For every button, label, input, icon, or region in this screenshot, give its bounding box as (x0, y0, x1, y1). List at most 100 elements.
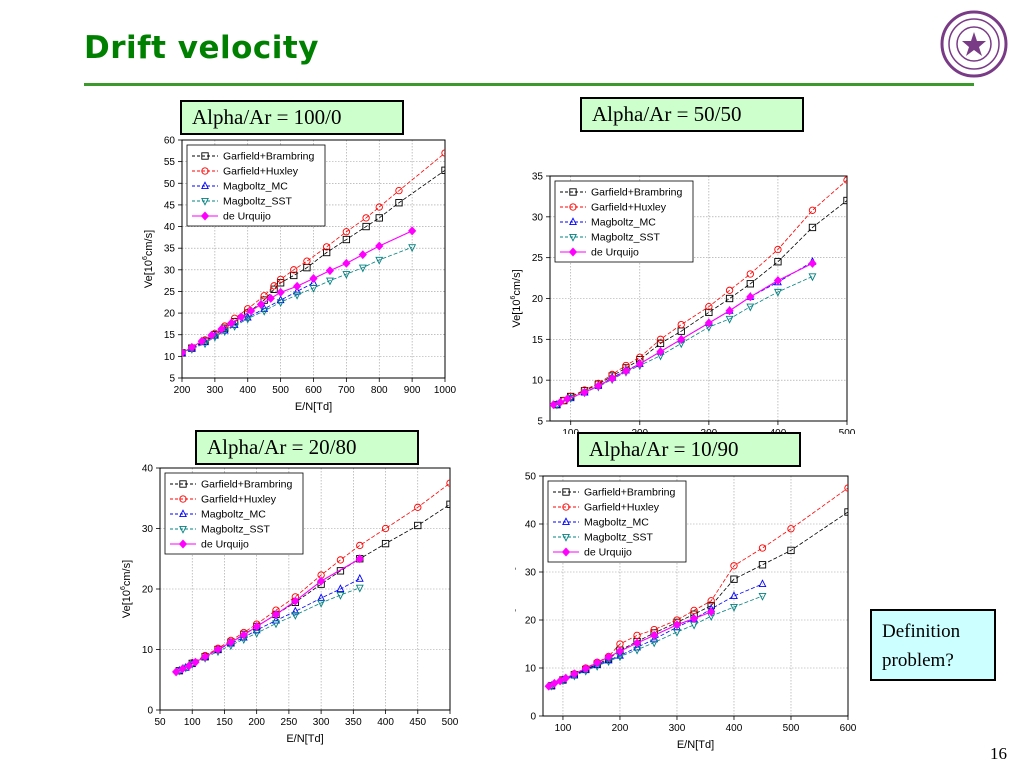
y-tick-label: 20 (525, 616, 537, 627)
data-point (178, 664, 187, 674)
legend-label: de Urquijo (584, 547, 632, 559)
data-point (276, 275, 285, 283)
data-point (317, 576, 326, 586)
y-axis-title-unit: cm/s] (143, 230, 155, 256)
data-point (616, 650, 624, 659)
data-point (322, 243, 331, 251)
plot-frame (159, 467, 451, 711)
y-tick-label: 10 (142, 645, 154, 656)
legend-marker (569, 217, 577, 226)
chart-alpha-ar-50-50: 1002003004005005101520253035E/N[Td]Ve[10… (510, 172, 856, 435)
x-tick-label: 500 (442, 717, 459, 728)
data-point (197, 336, 206, 346)
legend-marker (569, 233, 577, 242)
x-tick-label: 400 (377, 717, 394, 728)
data-point (395, 186, 403, 195)
plot-frame (542, 475, 849, 717)
x-tick-label: 400 (726, 723, 743, 734)
legend-marker (178, 539, 188, 549)
y-tick-label: 45 (164, 200, 176, 211)
y-tick-label: 10 (525, 664, 537, 675)
y-tick-label: 35 (532, 172, 544, 183)
data-point (272, 620, 280, 629)
legend-label: de Urquijo (223, 211, 271, 223)
series-group (172, 479, 450, 677)
data-point (414, 503, 422, 511)
data-point (725, 306, 734, 316)
data-point (291, 606, 300, 615)
data-point (172, 667, 181, 677)
data-point (677, 334, 686, 344)
data-point (182, 348, 187, 358)
data-point (226, 637, 235, 647)
data-point (758, 592, 767, 601)
x-tick-label: 500 (783, 723, 800, 734)
legend-marker (201, 152, 209, 160)
chart-label-100-0: Alpha/Ar = 100/0 (180, 100, 404, 135)
data-point (604, 652, 613, 662)
legend-label: Magboltz_SST (223, 196, 292, 208)
data-point (276, 299, 285, 308)
data-point (293, 286, 301, 295)
data-point (689, 614, 699, 624)
data-point (570, 669, 579, 679)
legend-marker (201, 197, 209, 206)
data-point (246, 306, 256, 316)
data-point (758, 561, 767, 569)
plot-frame (181, 139, 446, 379)
note-line-2: problem? (882, 650, 954, 671)
series-line-1 (556, 179, 847, 406)
data-point (342, 271, 351, 279)
data-point (650, 630, 659, 640)
y-tick-label: 25 (532, 253, 544, 264)
data-point (252, 622, 261, 631)
y-tick-label: 40 (164, 222, 176, 233)
x-tick-label: 150 (216, 717, 233, 728)
data-point (808, 206, 817, 214)
data-point (550, 678, 559, 688)
x-tick-label: 900 (404, 385, 421, 396)
legend-marker (561, 547, 571, 557)
data-point (303, 257, 311, 265)
data-point (580, 387, 589, 397)
data-point (325, 266, 335, 276)
x-tick-label: 50 (154, 717, 166, 728)
data-point (673, 628, 681, 637)
y-axis-title: Ve[106cm/s] (510, 269, 523, 327)
legend-label: Garfield+Huxley (584, 502, 660, 514)
legend-label: Garfield+Brambring (201, 479, 292, 491)
legend-marker (568, 247, 578, 257)
data-point (808, 223, 817, 232)
legend-marker (562, 517, 570, 526)
y-tick-label: 30 (164, 265, 176, 276)
legend-label: Magboltz_SST (201, 524, 270, 536)
x-tick-label: 200 (174, 385, 191, 396)
data-point (563, 394, 572, 404)
data-point (184, 661, 194, 671)
legend-marker (569, 203, 577, 211)
data-point (260, 307, 269, 316)
y-tick-label: 15 (532, 335, 544, 346)
legend-label: de Urquijo (591, 247, 639, 259)
data-point (608, 374, 617, 383)
slide-title: Drift velocity (84, 30, 319, 66)
data-point (207, 330, 216, 340)
data-point (381, 539, 390, 548)
y-tick-label: 20 (164, 309, 176, 320)
y-tick-label: 20 (532, 294, 544, 305)
data-point (650, 634, 659, 643)
data-point (317, 599, 326, 608)
data-point (730, 575, 738, 583)
chart-label-20-80: Alpha/Ar = 20/80 (195, 430, 419, 465)
note-line-1: Definition (882, 621, 961, 642)
data-point (672, 620, 682, 630)
x-tick-label: 250 (281, 717, 298, 728)
data-point (293, 291, 301, 300)
y-tick-label: 5 (537, 417, 543, 428)
legend-label: Garfield+Brambring (591, 187, 682, 199)
data-point (787, 525, 795, 533)
chart-panel-4: 100 200 300 400 500 600 0 10 20 30 40 50 E/N[Td] Ve[1… (515, 466, 860, 761)
data-point (342, 235, 351, 244)
data-point (650, 639, 659, 648)
data-point (561, 673, 570, 683)
